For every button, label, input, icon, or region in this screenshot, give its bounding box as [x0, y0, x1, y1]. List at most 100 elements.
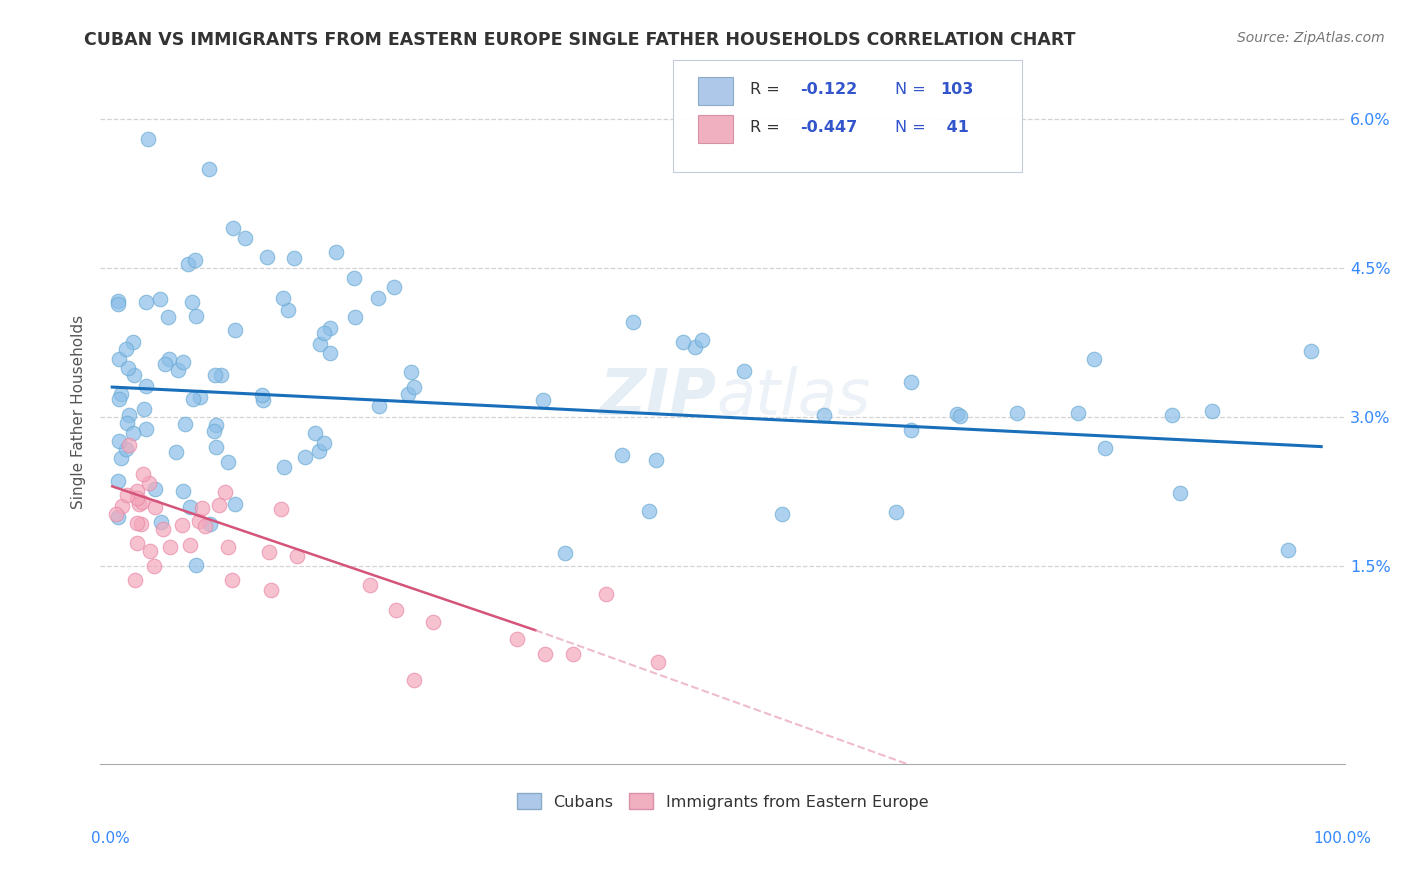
Point [233, 231, 256, 245]
Point [359, 578, 381, 592]
Point [150, 515, 173, 529]
Point [152, 522, 174, 536]
Y-axis label: Single Father Households: Single Father Households [72, 315, 86, 509]
Point [138, 475, 160, 490]
Point [194, 519, 217, 533]
Point [104, 508, 127, 522]
Point [256, 250, 278, 264]
Text: -0.122: -0.122 [800, 82, 858, 97]
Point [122, 368, 145, 382]
Point [949, 409, 972, 423]
Point [107, 509, 129, 524]
Point [107, 474, 129, 488]
Text: ZIP: ZIP [600, 366, 717, 428]
Point [200, 516, 222, 531]
Point [308, 443, 330, 458]
Point [1299, 344, 1322, 359]
Point [172, 354, 194, 368]
Point [610, 448, 633, 462]
Point [683, 340, 706, 354]
Point [184, 252, 207, 267]
Point [211, 368, 233, 383]
Legend: Cubans, Immigrants from Eastern Europe: Cubans, Immigrants from Eastern Europe [510, 787, 935, 816]
Point [125, 484, 148, 499]
Point [260, 583, 283, 598]
Point [149, 292, 172, 306]
Point [217, 540, 239, 554]
Point [277, 303, 299, 318]
Point [399, 365, 422, 379]
Point [385, 602, 408, 616]
Point [135, 421, 157, 435]
Point [134, 401, 156, 416]
Point [1277, 542, 1299, 557]
Point [117, 360, 139, 375]
Point [153, 357, 176, 371]
Point [637, 504, 659, 518]
Text: 103: 103 [941, 82, 974, 97]
Point [138, 132, 160, 146]
Point [217, 455, 239, 469]
Point [221, 573, 243, 587]
Point [177, 257, 200, 271]
Point [125, 536, 148, 550]
Point [733, 364, 755, 378]
Point [1083, 352, 1105, 367]
Point [135, 379, 157, 393]
Point [107, 294, 129, 309]
Point [886, 505, 908, 519]
Point [813, 408, 835, 422]
Point [167, 363, 190, 377]
Text: atlas: atlas [717, 366, 870, 428]
Point [382, 280, 405, 294]
Point [115, 442, 138, 456]
Point [183, 392, 205, 406]
FancyBboxPatch shape [697, 78, 733, 105]
Point [273, 459, 295, 474]
Point [561, 647, 583, 661]
Point [533, 647, 555, 661]
Point [319, 320, 342, 334]
Point [108, 352, 131, 367]
Point [159, 540, 181, 554]
Point [110, 450, 132, 465]
Point [118, 408, 141, 422]
Point [325, 244, 347, 259]
Point [343, 310, 366, 325]
Text: 100.0%: 100.0% [1313, 831, 1371, 846]
Text: 0.0%: 0.0% [91, 831, 131, 846]
Point [205, 417, 228, 432]
Point [129, 516, 152, 531]
Point [121, 426, 143, 441]
Point [107, 296, 129, 310]
Point [252, 393, 274, 408]
Point [312, 435, 335, 450]
Point [179, 500, 201, 514]
Point [770, 507, 793, 521]
Point [645, 453, 668, 467]
Text: N =: N = [894, 120, 925, 135]
Point [198, 161, 221, 176]
Point [214, 484, 236, 499]
Point [285, 549, 308, 563]
Point [157, 351, 180, 366]
Point [204, 368, 226, 383]
FancyBboxPatch shape [697, 114, 733, 143]
Point [283, 251, 305, 265]
Point [270, 501, 292, 516]
Point [191, 501, 214, 516]
Point [422, 615, 444, 630]
Point [312, 326, 335, 340]
Point [174, 417, 197, 431]
Point [125, 516, 148, 530]
Point [900, 423, 922, 437]
Text: Source: ZipAtlas.com: Source: ZipAtlas.com [1237, 31, 1385, 45]
Point [343, 271, 366, 285]
Point [396, 386, 419, 401]
Point [690, 333, 713, 347]
Point [1201, 404, 1223, 418]
Point [554, 546, 576, 560]
FancyBboxPatch shape [673, 60, 1022, 172]
Point [623, 315, 645, 329]
Point [124, 573, 146, 587]
